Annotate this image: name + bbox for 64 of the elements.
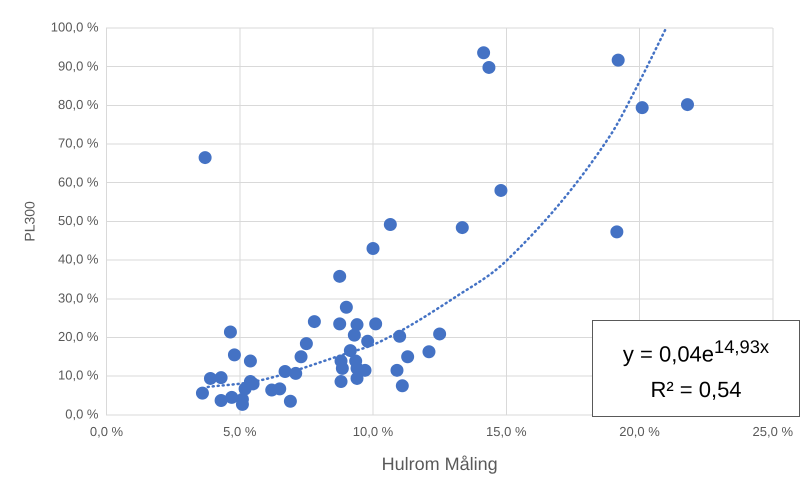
point	[300, 337, 313, 350]
point	[369, 317, 382, 330]
point	[636, 101, 649, 114]
y-tick-label: 80,0 %	[58, 96, 99, 112]
point	[294, 350, 308, 364]
point	[680, 98, 694, 112]
point	[334, 375, 348, 388]
y-tick-label: 30,0 %	[58, 290, 99, 306]
point	[494, 184, 508, 197]
x-axis-title: Hulrom Måling	[382, 454, 498, 474]
annotation: y = 0,04e$^{14,93x}$	[622, 335, 770, 368]
x-tick-label: 10,0 %	[352, 424, 394, 440]
point	[456, 221, 469, 234]
x-tick-label: 0,0 %	[90, 424, 124, 440]
x-tick-label: 20,0 %	[619, 424, 660, 440]
point	[204, 372, 217, 385]
point	[336, 362, 349, 375]
point	[198, 151, 212, 164]
point	[482, 60, 496, 74]
point	[350, 372, 364, 385]
point	[214, 371, 228, 384]
point	[244, 354, 257, 368]
point	[348, 328, 361, 342]
x-tick-label: 15,0 %	[486, 424, 527, 440]
point	[333, 270, 346, 283]
point	[196, 386, 209, 400]
point	[224, 326, 237, 339]
point	[308, 315, 321, 328]
point	[278, 364, 292, 378]
point	[333, 317, 346, 330]
point	[610, 225, 624, 238]
y-axis-title: PL300	[21, 200, 38, 242]
y-tick-label: 70,0 %	[58, 136, 99, 151]
point	[350, 318, 364, 332]
point	[422, 345, 436, 358]
y-tick-label: 50,0 %	[58, 212, 99, 228]
y-tick-label: 10,0 %	[58, 368, 99, 383]
point	[228, 348, 241, 362]
point	[340, 300, 353, 314]
point	[344, 344, 357, 358]
point	[396, 379, 409, 392]
point	[401, 350, 414, 364]
point	[366, 242, 380, 255]
point	[433, 327, 446, 340]
point	[284, 394, 297, 408]
y-tick-label: 40,0 %	[58, 252, 99, 267]
point	[289, 366, 302, 380]
point	[612, 54, 625, 67]
point	[477, 46, 490, 60]
point	[390, 364, 404, 377]
point	[361, 334, 374, 348]
point	[273, 382, 286, 396]
point	[393, 330, 406, 343]
y-tick-label: 20,0 %	[58, 329, 99, 344]
point	[214, 394, 228, 407]
y-tick-label: 0,0 %	[65, 406, 99, 422]
x-tick-label: 5,0 %	[223, 424, 257, 440]
point	[384, 218, 397, 231]
point	[225, 390, 238, 404]
y-tick-label: 60,0 %	[58, 174, 99, 190]
x-tick-label: 25,0 %	[752, 424, 794, 440]
annotation: R² = 0,54	[649, 376, 743, 404]
y-tick-label: 90,0 %	[58, 58, 99, 74]
y-tick-label: 100,0 %	[50, 20, 99, 35]
